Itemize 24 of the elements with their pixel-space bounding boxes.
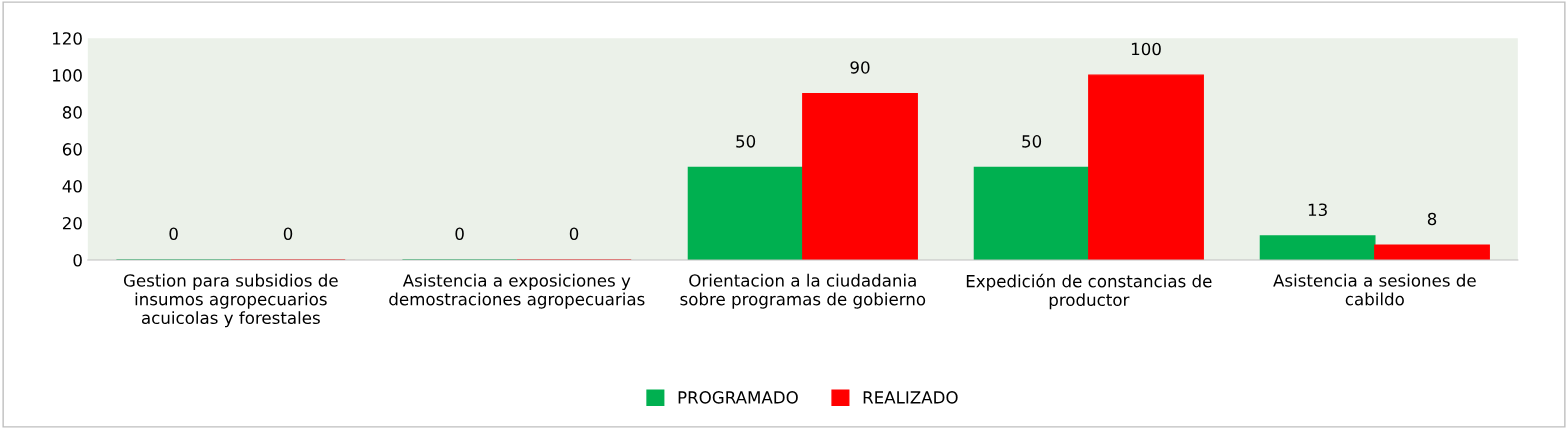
y-tick-label: 40 [62, 180, 82, 193]
y-tick-label: 100 [52, 69, 82, 82]
data-label: 0 [169, 227, 178, 241]
data-label: 0 [283, 227, 293, 241]
data-label: 0 [455, 227, 464, 241]
legend-label: REALIZADO [863, 391, 958, 404]
x-tick-label: Asistencia a sesiones de cabildo [1273, 273, 1476, 306]
x-tick-label: Asistencia a exposiciones y demostraciones agropecuarias [389, 273, 645, 309]
x-tick-label: Gestion para subsidios de insumos agropecuarios acuicolas y forestales [123, 273, 338, 328]
data-label: 90 [850, 61, 870, 74]
data-label: 8 [1427, 212, 1437, 226]
data-label: 0 [569, 227, 579, 241]
y-tick-label: 60 [62, 143, 82, 156]
y-tick-label: 80 [62, 106, 82, 119]
legend-label: PROGRAMADO [678, 391, 798, 404]
y-tick-label: 20 [62, 216, 82, 230]
y-tick-label: 120 [52, 32, 82, 45]
data-label: 100 [1131, 42, 1161, 56]
data-label: 50 [736, 135, 756, 148]
x-tick-label: Expedición de constancias de productor [966, 273, 1212, 310]
data-label: 13 [1308, 203, 1327, 217]
y-tick-label: 0 [73, 253, 82, 267]
x-tick-label: Orientacion a la ciudadania sobre programas de gobierno [680, 273, 926, 309]
data-label: 50 [1022, 135, 1042, 148]
